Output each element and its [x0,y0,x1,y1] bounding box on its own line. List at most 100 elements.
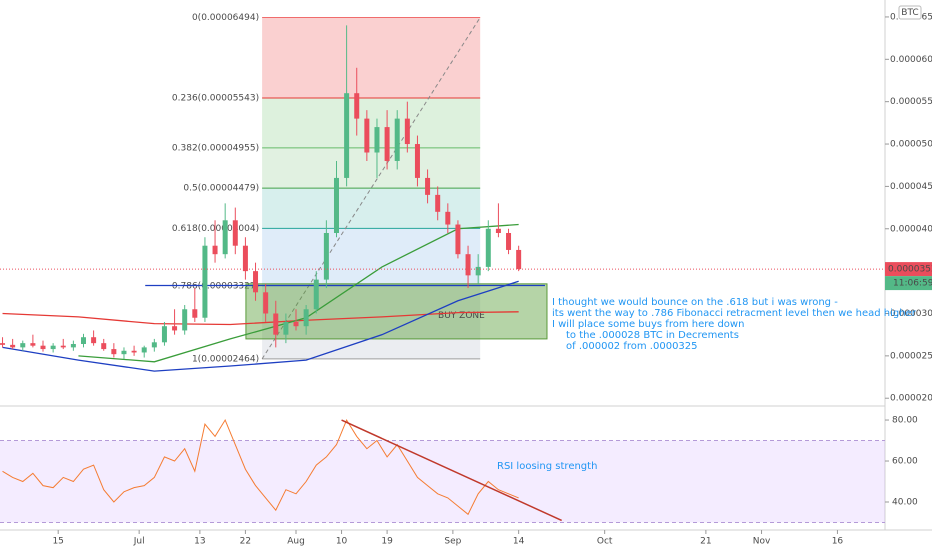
candle-body [182,309,188,331]
fib-label: 0.786(0.00003327) [172,281,259,291]
candle-body [111,349,117,355]
candle-body [70,343,76,348]
x-tick-label: 22 [240,537,251,547]
y-tick-label: 0.00002000 [890,394,932,404]
candle-body [192,309,198,318]
y-tick-label: 0.00004000 [890,224,932,234]
annotation: of .000002 from .0000325 [566,341,698,352]
candle-body [333,177,339,234]
candle-body [40,345,46,350]
rsi-annotation: RSI loosing strength [497,461,597,472]
candle-body [253,271,259,293]
candle-body [151,342,157,348]
candle-body [293,321,299,327]
candle-body [172,326,178,331]
fib-label: 0.236(0.00005543) [172,94,259,104]
y-tick-label: 0.00005000 [890,140,932,150]
candle-body [485,228,491,267]
fib-label: 0.382(0.00004955) [172,143,259,153]
x-tick-label: Jul [133,537,145,547]
y-tick-label: 0.00004500 [890,182,932,192]
rsi-tick-label: 60.00 [892,457,918,467]
candle-body [222,220,228,255]
x-tick-label: 14 [513,537,525,547]
x-tick-label: Nov [753,537,771,547]
x-tick-label: Sep [444,537,461,547]
candle-body [263,292,269,314]
candle-body [80,337,86,344]
x-tick-label: Oct [597,537,613,547]
candle-body [425,177,431,195]
candle-body [344,93,350,178]
candle-body [374,127,380,153]
candle-body [404,118,410,145]
annotation: I will place some buys from here down [552,319,744,330]
candle-body [506,233,512,250]
candle-body [141,347,147,353]
candle-body [50,345,56,350]
candle-body [323,233,329,280]
fib-band [262,147,481,189]
annotation: to the .000028 BTC in Decrements [566,330,739,341]
x-tick-label: Aug [287,537,305,547]
candle-body [131,350,137,353]
fib-band [262,228,481,286]
last-price-box [885,262,932,277]
countdown: 11:06:59 [893,279,932,289]
candle-body [495,228,501,234]
annotation: its went the way to .786 Fibonacci retra… [552,308,917,319]
last-price-label: 0.00003524 [888,265,932,275]
rsi-band [0,440,885,523]
candle-body [303,309,309,327]
candle-body [435,194,441,212]
fib-label: 1(0.00002464) [192,354,259,364]
candle-body [202,245,208,318]
annotation: I thought we would bounce on the .618 bu… [552,297,838,308]
candle-body [91,337,97,344]
candle-body [283,321,289,335]
y-tick-label: 0.00006000 [890,55,932,65]
candle-body [354,93,360,119]
candle-body [20,343,26,348]
x-tick-label: 15 [52,537,63,547]
candle-body [475,266,481,276]
candle-body [242,245,248,272]
currency-box [898,5,922,20]
x-tick-label: 19 [381,537,393,547]
candle-body [455,224,461,255]
countdown-box [885,276,932,291]
candle-body [465,254,471,276]
y-tick-label: 0.00005500 [890,97,932,107]
candle-body [161,326,167,343]
fib-band [262,17,481,99]
fib-label: 0(0.00006494) [192,13,259,23]
currency: BTC [901,8,918,18]
y-tick-label: 0.00002500 [890,351,932,361]
candle-body [30,343,36,346]
fib-label: 0.5(0.00004479) [183,184,259,194]
fib-band [262,98,481,148]
candle-body [101,343,107,350]
candle-body [273,313,279,335]
candle-body [516,249,522,270]
rsi-tick-label: 80.00 [892,416,918,426]
buy-zone [245,283,548,340]
x-tick-label: 16 [832,537,844,547]
x-tick-label: 13 [194,537,205,547]
candle-body [313,279,319,310]
fib-band [262,188,481,229]
candle-body [232,220,238,246]
x-tick-label: 10 [336,537,348,547]
rsi-trendline [341,419,562,522]
candle-body [121,350,127,355]
candle-body [384,127,390,161]
rsi-tick-label: 40.00 [892,498,918,508]
rsi-line [2,418,519,516]
moving-average [2,311,519,326]
candle-body [364,118,370,153]
moving-average [2,280,519,372]
candle-body [0,343,6,345]
candle-body [10,344,16,348]
candle-body [414,144,420,178]
